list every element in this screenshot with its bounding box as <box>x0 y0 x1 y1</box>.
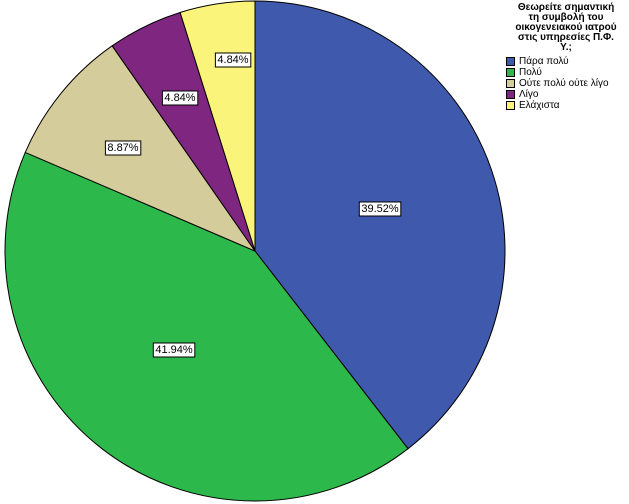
slice-data-label: 4.84% <box>214 52 252 68</box>
legend-swatch <box>506 90 515 99</box>
legend-label: Πάρα πολύ <box>519 56 569 67</box>
legend-title-line: Θεωρείτε σημαντική <box>517 2 615 13</box>
slice-data-label: 8.87% <box>104 140 142 156</box>
svg-text:8.87%: 8.87% <box>107 142 138 154</box>
legend-title-line: Υ.; <box>560 42 572 53</box>
legend-title-line: τη συμβολή του <box>528 12 604 23</box>
legend-item-ligo: Λίγο <box>506 89 626 100</box>
legend-item-poly: Πολύ <box>506 67 626 78</box>
legend-title-line: οικογενειακού ιατρού <box>515 22 617 33</box>
pie-slice <box>254 0 506 450</box>
legend-title-line: στις υπηρεσίες Π.Φ. <box>518 32 614 43</box>
legend-label: Λίγο <box>519 89 539 100</box>
legend-item-elachista: Ελάχιστα <box>506 100 626 111</box>
slice-data-label: 41.94% <box>152 342 196 358</box>
legend-title: Θεωρείτε σημαντική τη συμβολή του οικογε… <box>506 3 626 53</box>
legend-item-oute-poly-oute-ligo: Ούτε πολύ ούτε λίγο <box>506 78 626 89</box>
svg-text:4.84%: 4.84% <box>217 54 248 66</box>
svg-text:4.84%: 4.84% <box>164 92 195 104</box>
svg-text:41.94%: 41.94% <box>155 344 193 356</box>
legend-label: Ελάχιστα <box>519 100 560 111</box>
legend-swatch <box>506 68 515 77</box>
legend-swatch <box>506 79 515 88</box>
legend-label: Πολύ <box>519 67 542 78</box>
svg-text:39.52%: 39.52% <box>361 203 399 215</box>
legend-label: Ούτε πολύ ούτε λίγο <box>519 78 609 89</box>
pie-slice <box>4 151 409 502</box>
slice-data-label: 4.84% <box>161 90 199 106</box>
legend: Θεωρείτε σημαντική τη συμβολή του οικογε… <box>506 3 626 111</box>
legend-swatch <box>506 101 515 110</box>
legend-item-para-poly: Πάρα πολύ <box>506 56 626 67</box>
slice-data-label: 39.52% <box>358 201 402 217</box>
legend-swatch <box>506 57 515 66</box>
